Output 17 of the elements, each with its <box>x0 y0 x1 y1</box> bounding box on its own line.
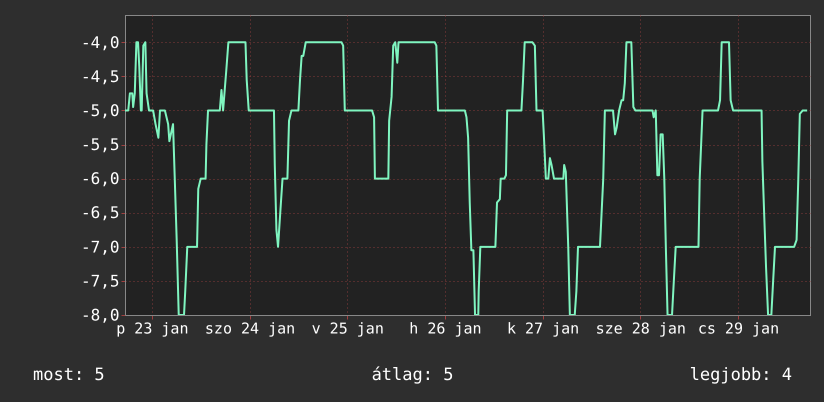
x-tick-label: szo 24 jan <box>204 320 296 338</box>
y-tick-label: -6,0 <box>80 169 120 188</box>
x-tick-label: cs 29 jan <box>698 320 780 338</box>
x-tick-label: h 26 jan <box>409 320 482 338</box>
y-tick-label: -7,5 <box>80 271 120 290</box>
x-tick-label: sze 28 jan <box>596 320 686 338</box>
y-tick-label: -5,0 <box>80 100 120 120</box>
y-tick-label: -6,5 <box>80 203 120 222</box>
x-tick-label: k 27 jan <box>506 320 580 338</box>
y-tick-label: -7,0 <box>80 237 120 256</box>
x-tick-label: v 25 jan <box>312 320 384 338</box>
text: átlag: 5 <box>372 365 454 385</box>
y-tick-label: -5,5 <box>80 135 120 154</box>
text: most: 5 <box>33 365 105 385</box>
text: legjobb: 4 <box>690 365 792 385</box>
y-tick-label: -4,0 <box>80 32 120 52</box>
y-tick-label: -4,5 <box>80 66 120 86</box>
